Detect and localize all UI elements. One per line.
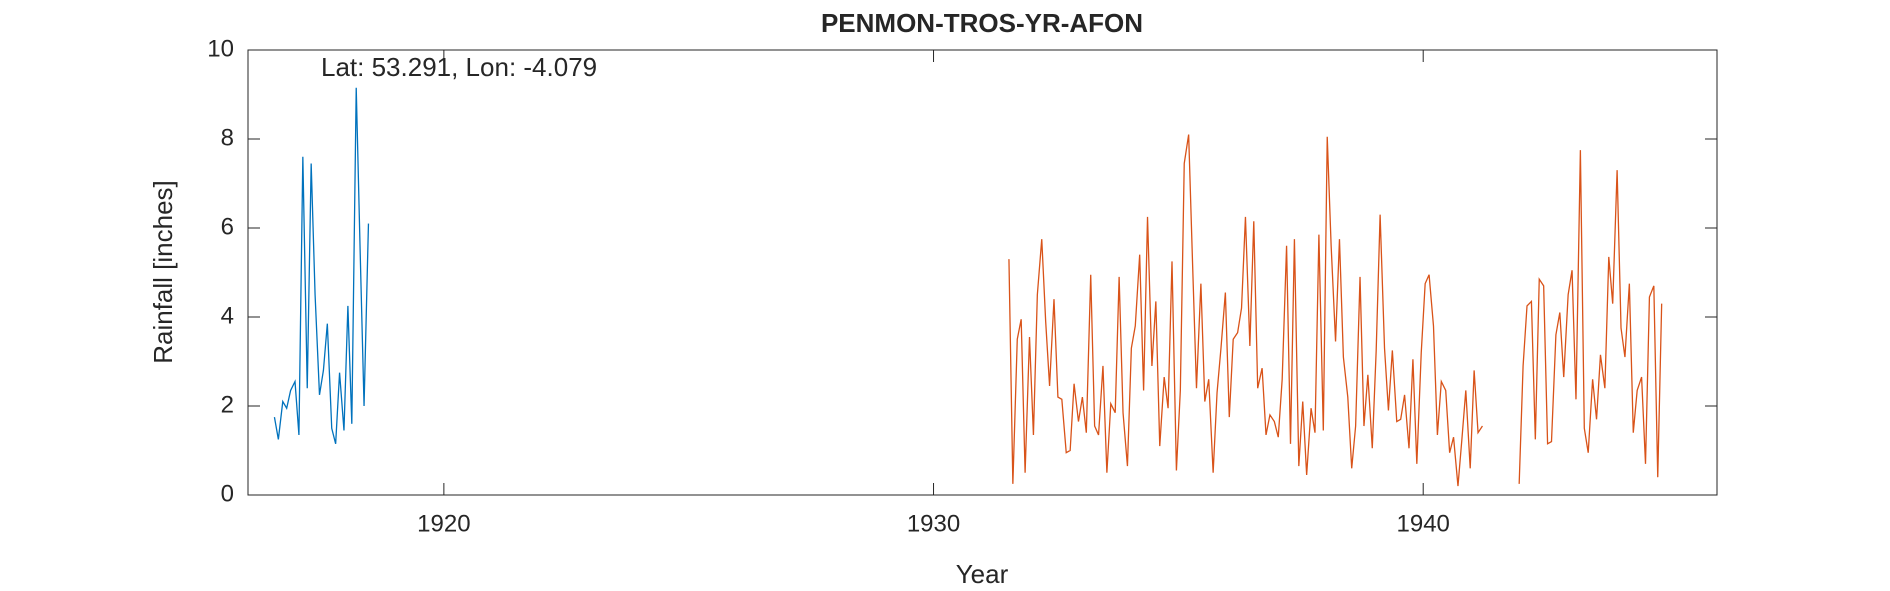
y-tick-label: 10	[207, 35, 234, 62]
x-tick-label: 1940	[1397, 510, 1450, 537]
y-tick-label: 6	[221, 213, 234, 240]
y-tick-label: 0	[221, 480, 234, 507]
axes-box	[247, 49, 1718, 496]
chart-title: PENMON-TROS-YR-AFON	[821, 8, 1143, 38]
data-line	[273, 87, 370, 444]
annotation: Lat: 53.291, Lon: -4.079	[321, 52, 597, 82]
y-tick-label: 4	[221, 302, 234, 329]
x-axis-label: Year	[956, 559, 1009, 589]
data-line	[1008, 134, 1663, 487]
y-axis-label: Rainfall [inches]	[148, 180, 178, 364]
y-tick-label: 8	[221, 124, 234, 151]
x-tick-label: 1930	[907, 510, 960, 537]
y-tick-label: 2	[221, 391, 234, 418]
x-tick-label: 1920	[417, 510, 470, 537]
